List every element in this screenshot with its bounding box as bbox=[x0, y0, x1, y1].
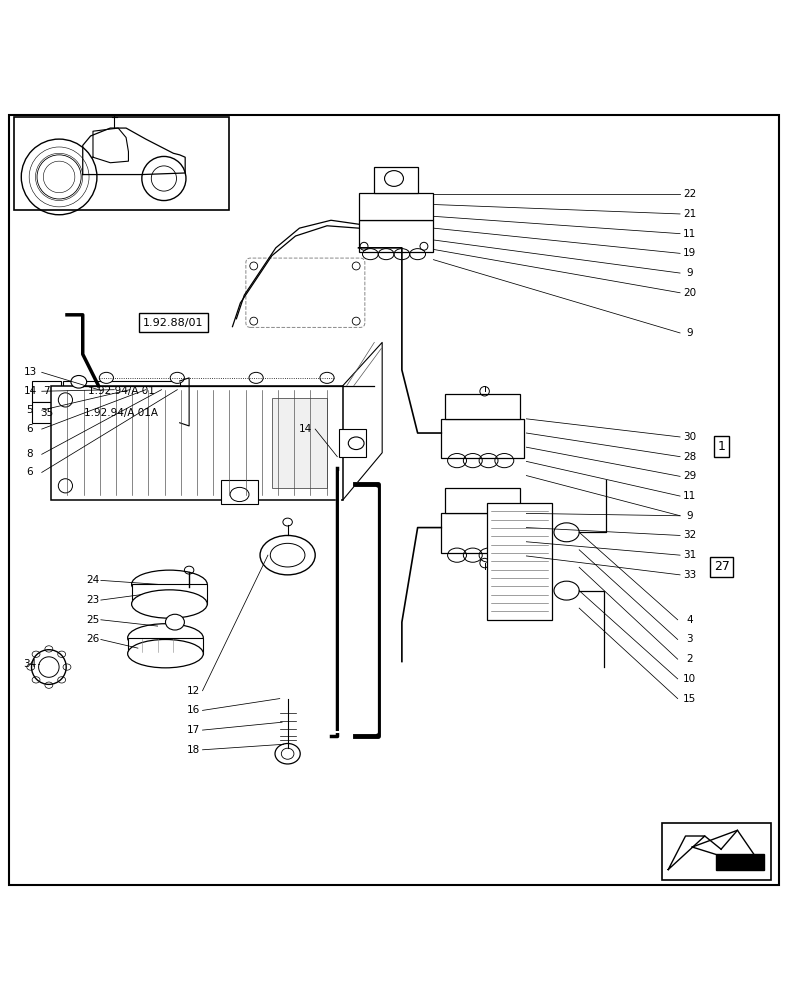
Text: 31: 31 bbox=[683, 550, 696, 560]
Bar bbox=[128, 638, 203, 654]
Bar bbox=[272, 398, 327, 488]
Ellipse shape bbox=[128, 624, 203, 652]
Ellipse shape bbox=[275, 743, 300, 764]
Ellipse shape bbox=[320, 372, 334, 383]
Text: 9: 9 bbox=[686, 268, 693, 278]
Text: 7: 7 bbox=[43, 386, 50, 396]
Text: 11: 11 bbox=[683, 491, 696, 501]
Ellipse shape bbox=[270, 543, 305, 567]
Text: 1.92.94/A 01: 1.92.94/A 01 bbox=[88, 386, 154, 396]
Bar bbox=[14, 117, 229, 210]
Text: 9: 9 bbox=[686, 511, 693, 521]
Text: 5: 5 bbox=[27, 405, 33, 415]
Bar bbox=[51, 386, 343, 500]
Bar bbox=[359, 220, 433, 252]
Text: 11: 11 bbox=[683, 229, 696, 239]
Text: 33: 33 bbox=[683, 570, 696, 580]
Text: 1.92.88/01: 1.92.88/01 bbox=[143, 318, 203, 328]
Text: 6: 6 bbox=[27, 467, 33, 477]
Text: 18: 18 bbox=[187, 745, 199, 755]
Text: 12: 12 bbox=[187, 686, 199, 696]
Text: 9: 9 bbox=[686, 328, 693, 338]
Ellipse shape bbox=[554, 581, 579, 600]
Text: 2: 2 bbox=[686, 654, 693, 664]
Ellipse shape bbox=[128, 639, 203, 668]
Text: 24: 24 bbox=[87, 575, 99, 585]
Polygon shape bbox=[716, 854, 764, 870]
Text: 21: 21 bbox=[683, 209, 696, 219]
Text: 34: 34 bbox=[24, 659, 36, 669]
Bar bbox=[339, 429, 366, 457]
Bar bbox=[221, 480, 258, 504]
Text: 3: 3 bbox=[686, 634, 693, 644]
Text: 8: 8 bbox=[27, 449, 33, 459]
Bar bbox=[32, 402, 61, 423]
Ellipse shape bbox=[249, 372, 263, 383]
Bar bbox=[359, 193, 433, 220]
Text: 27: 27 bbox=[714, 560, 730, 573]
Text: 25: 25 bbox=[87, 615, 99, 625]
Text: 32: 32 bbox=[683, 530, 696, 540]
Bar bbox=[248, 260, 362, 325]
Ellipse shape bbox=[260, 535, 315, 575]
Bar bbox=[63, 402, 180, 423]
Bar bbox=[63, 381, 180, 401]
Text: 28: 28 bbox=[683, 452, 696, 462]
Ellipse shape bbox=[39, 657, 59, 677]
Bar bbox=[445, 394, 520, 419]
Text: 20: 20 bbox=[683, 288, 696, 298]
Text: 6: 6 bbox=[27, 424, 33, 434]
Text: 26: 26 bbox=[87, 634, 99, 644]
Text: 22: 22 bbox=[683, 189, 696, 199]
Text: 1: 1 bbox=[718, 440, 726, 453]
FancyBboxPatch shape bbox=[246, 258, 365, 327]
Text: 4: 4 bbox=[686, 615, 693, 625]
Ellipse shape bbox=[32, 650, 66, 684]
Ellipse shape bbox=[385, 171, 403, 186]
Ellipse shape bbox=[132, 590, 207, 618]
Ellipse shape bbox=[71, 375, 87, 388]
Bar bbox=[374, 167, 418, 193]
Text: 10: 10 bbox=[683, 674, 696, 684]
Text: 15: 15 bbox=[683, 694, 696, 704]
Text: 35: 35 bbox=[40, 408, 53, 418]
Text: 1.92.94/A 01A: 1.92.94/A 01A bbox=[84, 408, 158, 418]
Bar bbox=[662, 823, 771, 880]
Ellipse shape bbox=[170, 372, 184, 383]
Bar bbox=[441, 419, 524, 458]
Text: 19: 19 bbox=[683, 248, 696, 258]
Ellipse shape bbox=[99, 372, 113, 383]
Text: 14: 14 bbox=[24, 386, 36, 396]
Ellipse shape bbox=[554, 523, 579, 542]
Bar bbox=[32, 381, 61, 401]
Ellipse shape bbox=[281, 748, 294, 759]
Bar bbox=[445, 488, 520, 513]
Bar bbox=[132, 584, 207, 604]
Text: 16: 16 bbox=[187, 705, 199, 715]
Text: 23: 23 bbox=[87, 595, 99, 605]
Bar bbox=[441, 513, 524, 553]
Bar bbox=[487, 503, 552, 620]
Text: 17: 17 bbox=[187, 725, 199, 735]
Text: 13: 13 bbox=[24, 367, 36, 377]
Ellipse shape bbox=[165, 614, 184, 630]
Text: 30: 30 bbox=[683, 432, 696, 442]
Ellipse shape bbox=[132, 570, 207, 598]
Text: 29: 29 bbox=[683, 471, 696, 481]
Text: 14: 14 bbox=[299, 424, 312, 434]
